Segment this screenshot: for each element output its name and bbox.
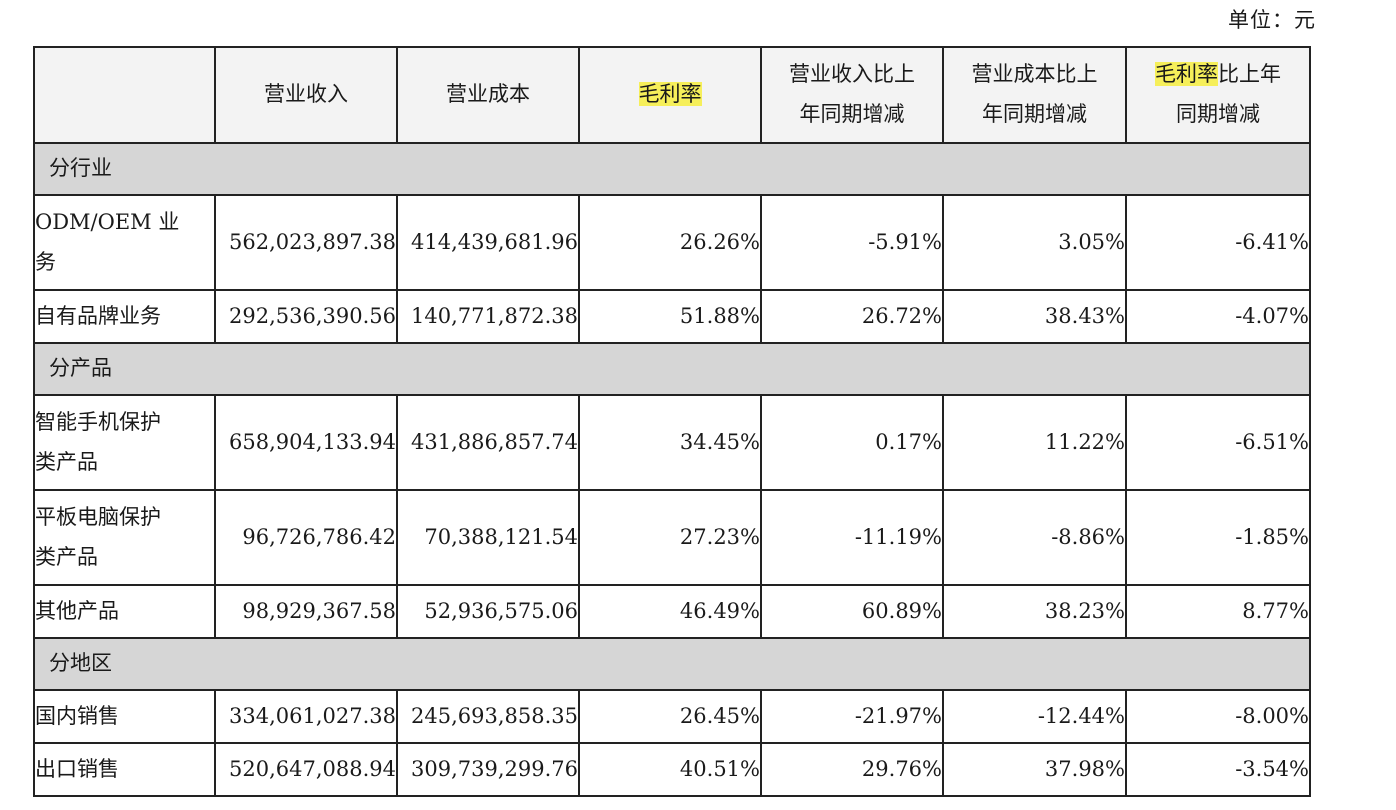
row-label-line2: 务 <box>35 249 56 274</box>
cell-cost: 245,693,858.35 <box>396 689 580 744</box>
cell-margin: 26.45% <box>578 689 762 744</box>
cell-margin: 34.45% <box>578 394 762 491</box>
cell-revenue-yoy: -5.91% <box>760 194 944 291</box>
row-label: 出口销售 <box>33 742 216 797</box>
table-row: 国内销售 334,061,027.38 245,693,858.35 26.45… <box>33 689 1311 744</box>
row-label-line1: 平板电脑保护 <box>35 504 161 529</box>
cell-cost: 52,936,575.06 <box>396 584 580 639</box>
row-label-line2: 类产品 <box>35 449 98 474</box>
cell-margin: 46.49% <box>578 584 762 639</box>
cell-cost: 70,388,121.54 <box>396 489 580 586</box>
row-label: 其他产品 <box>33 584 216 639</box>
cell-revenue-yoy: 26.72% <box>760 289 944 344</box>
table-row: 自有品牌业务 292,536,390.56 140,771,872.38 51.… <box>33 289 1311 344</box>
table-row: 平板电脑保护 类产品 96,726,786.42 70,388,121.54 27… <box>33 489 1311 586</box>
cell-margin-yoy: -1.85% <box>1125 489 1311 586</box>
cell-margin-yoy: -4.07% <box>1125 289 1311 344</box>
cell-revenue: 334,061,027.38 <box>214 689 398 744</box>
cell-cost-yoy: 37.98% <box>942 742 1127 797</box>
table-row: 出口销售 520,647,088.94 309,739,299.76 40.51… <box>33 742 1311 797</box>
cell-revenue-yoy: 60.89% <box>760 584 944 639</box>
cell-cost-yoy: -12.44% <box>942 689 1127 744</box>
financial-table: 营业收入 营业成本 毛利率 营业收入比上 年同期增减 营业成本比上 年同期增减 毛利… <box>33 46 1311 797</box>
cell-revenue: 658,904,133.94 <box>214 394 398 491</box>
cell-revenue-yoy: 0.17% <box>760 394 944 491</box>
section-title: 分产品 <box>33 342 1311 396</box>
section-title: 分行业 <box>33 142 1311 196</box>
cell-revenue: 98,929,367.58 <box>214 584 398 639</box>
cell-margin-yoy: 8.77% <box>1125 584 1311 639</box>
unit-label: 单位：元 <box>1228 8 1316 32</box>
cell-cost-yoy: 38.23% <box>942 584 1127 639</box>
cell-margin-yoy: -3.54% <box>1125 742 1311 797</box>
table-row: ODM/OEM 业务 562,023,897.38 414,439,681.96… <box>33 194 1311 291</box>
cell-cost: 140,771,872.38 <box>396 289 580 344</box>
table-row: 智能手机保护 类产品 658,904,133.94 431,886,857.74 … <box>33 394 1311 491</box>
row-label: ODM/OEM 业务 <box>33 194 216 291</box>
cell-margin-yoy: -6.41% <box>1125 194 1311 291</box>
cell-revenue: 292,536,390.56 <box>214 289 398 344</box>
cell-cost-yoy: -8.86% <box>942 489 1127 586</box>
cell-cost: 414,439,681.96 <box>396 194 580 291</box>
cell-revenue: 520,647,088.94 <box>214 742 398 797</box>
header-revenue: 营业收入 <box>214 46 398 144</box>
cell-revenue-yoy: 29.76% <box>760 742 944 797</box>
margin-yoy-highlight: 毛利率 <box>1155 62 1218 87</box>
cell-revenue: 562,023,897.38 <box>214 194 398 291</box>
row-label-line2: 类产品 <box>35 544 98 569</box>
cell-margin: 27.23% <box>578 489 762 586</box>
header-revenue-yoy: 营业收入比上 年同期增减 <box>760 46 944 144</box>
cell-revenue: 96,726,786.42 <box>214 489 398 586</box>
header-cost-yoy-line2: 年同期增减 <box>982 102 1087 126</box>
table-row: 其他产品 98,929,367.58 52,936,575.06 46.49% … <box>33 584 1311 639</box>
header-margin-yoy-rest: 比上年 <box>1218 62 1281 87</box>
cell-revenue-yoy: -11.19% <box>760 489 944 586</box>
section-title: 分地区 <box>33 637 1311 691</box>
section-row-product: 分产品 <box>33 342 1311 396</box>
header-row: 营业收入 营业成本 毛利率 营业收入比上 年同期增减 营业成本比上 年同期增减 毛利… <box>33 46 1311 144</box>
cell-margin-yoy: -6.51% <box>1125 394 1311 491</box>
cell-cost-yoy: 38.43% <box>942 289 1127 344</box>
cell-margin: 26.26% <box>578 194 762 291</box>
cell-revenue-yoy: -21.97% <box>760 689 944 744</box>
cell-cost: 431,886,857.74 <box>396 394 580 491</box>
section-row-industry: 分行业 <box>33 142 1311 196</box>
cell-margin: 40.51% <box>578 742 762 797</box>
cell-cost: 309,739,299.76 <box>396 742 580 797</box>
header-margin-yoy: 毛利率比上年同期增减 <box>1125 46 1311 144</box>
header-cost-yoy-line1: 营业成本比上 <box>971 62 1098 87</box>
row-label: 国内销售 <box>33 689 216 744</box>
header-margin-yoy-line2: 同期增减 <box>1176 102 1260 126</box>
header-cost-yoy: 营业成本比上 年同期增减 <box>942 46 1127 144</box>
header-blank <box>33 46 216 144</box>
row-label: 智能手机保护 类产品 <box>33 394 216 491</box>
header-revenue-yoy-line2: 年同期增减 <box>799 102 905 126</box>
cell-margin-yoy: -8.00% <box>1125 689 1311 744</box>
cell-cost-yoy: 11.22% <box>942 394 1127 491</box>
gross-margin-highlight: 毛利率 <box>638 82 702 107</box>
header-gross-margin: 毛利率 <box>578 46 762 144</box>
row-label: 平板电脑保护 类产品 <box>33 489 216 586</box>
row-label-line1: 智能手机保护 <box>35 409 161 434</box>
row-label: 自有品牌业务 <box>33 289 216 344</box>
cell-cost-yoy: 3.05% <box>942 194 1127 291</box>
section-row-region: 分地区 <box>33 637 1311 691</box>
header-cost: 营业成本 <box>396 46 580 144</box>
row-label-line1: ODM/OEM 业 <box>35 209 180 234</box>
cell-margin: 51.88% <box>578 289 762 344</box>
header-revenue-yoy-line1: 营业收入比上 <box>789 62 915 87</box>
